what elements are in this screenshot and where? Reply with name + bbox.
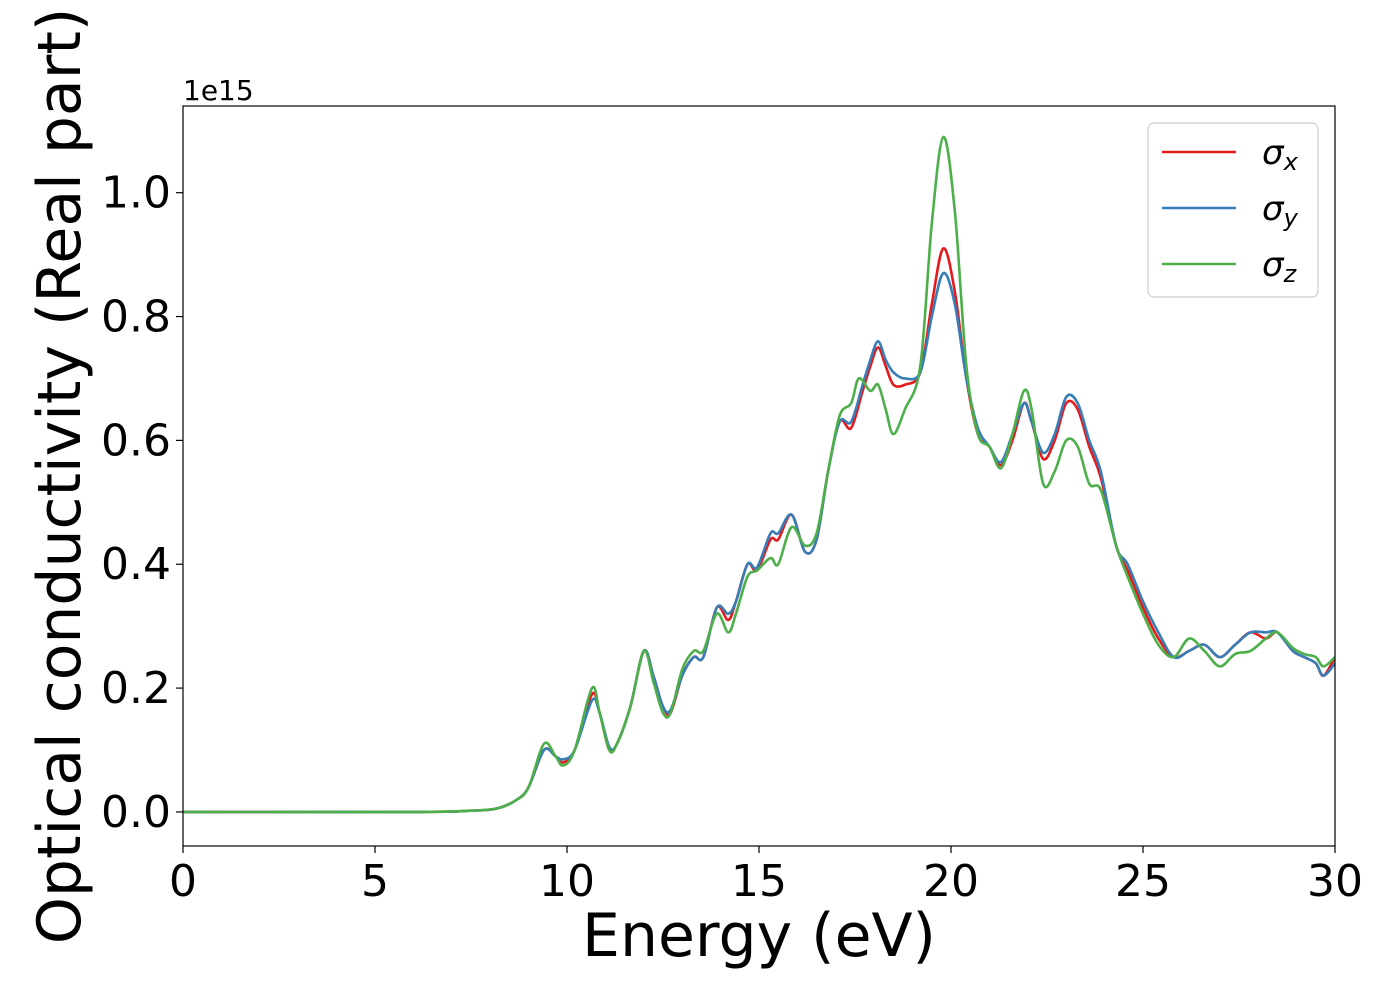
x-axis-title: Energy (eV) xyxy=(582,901,936,971)
y-tick-label: 0.4 xyxy=(101,539,171,590)
x-tick-label: 25 xyxy=(1115,856,1171,907)
x-tick-label: 0 xyxy=(169,856,197,907)
x-tick-label: 5 xyxy=(361,856,389,907)
series-line-y xyxy=(183,271,1335,814)
y-axis-title: Optical conductivity (Real part) xyxy=(25,8,95,945)
legend-label-x: σx xyxy=(1262,133,1299,176)
x-tick-label: 30 xyxy=(1307,856,1363,907)
y-tick-label: 0.2 xyxy=(101,663,171,714)
y-tick-label: 0.0 xyxy=(101,787,171,838)
y-tick-label: 0.6 xyxy=(101,415,171,466)
x-tick-label: 10 xyxy=(539,856,595,907)
series-line-x xyxy=(183,247,1335,814)
y-tick-label: 0.8 xyxy=(101,292,171,343)
x-tick-label: 20 xyxy=(923,856,979,907)
x-tick-label: 15 xyxy=(731,856,787,907)
series-group xyxy=(183,135,1335,814)
series-line-z xyxy=(183,135,1335,814)
legend: σx σy σz xyxy=(1147,122,1319,298)
y-tick-label: 1.0 xyxy=(101,168,171,219)
legend-label-y: σy xyxy=(1262,189,1299,232)
legend-box xyxy=(1147,122,1319,298)
y-axis-ticks: 0.0 0.2 0.4 0.6 0.8 1.0 xyxy=(101,168,183,838)
y-offset-label: 1e15 xyxy=(183,74,254,107)
x-axis-ticks: 0 5 10 15 20 25 30 xyxy=(169,846,1363,907)
legend-label-z: σz xyxy=(1262,245,1298,288)
